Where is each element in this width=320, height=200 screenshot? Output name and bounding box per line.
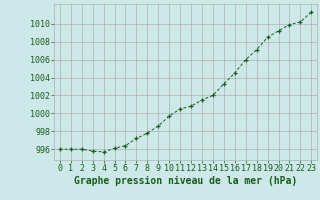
X-axis label: Graphe pression niveau de la mer (hPa): Graphe pression niveau de la mer (hPa) (74, 176, 297, 186)
